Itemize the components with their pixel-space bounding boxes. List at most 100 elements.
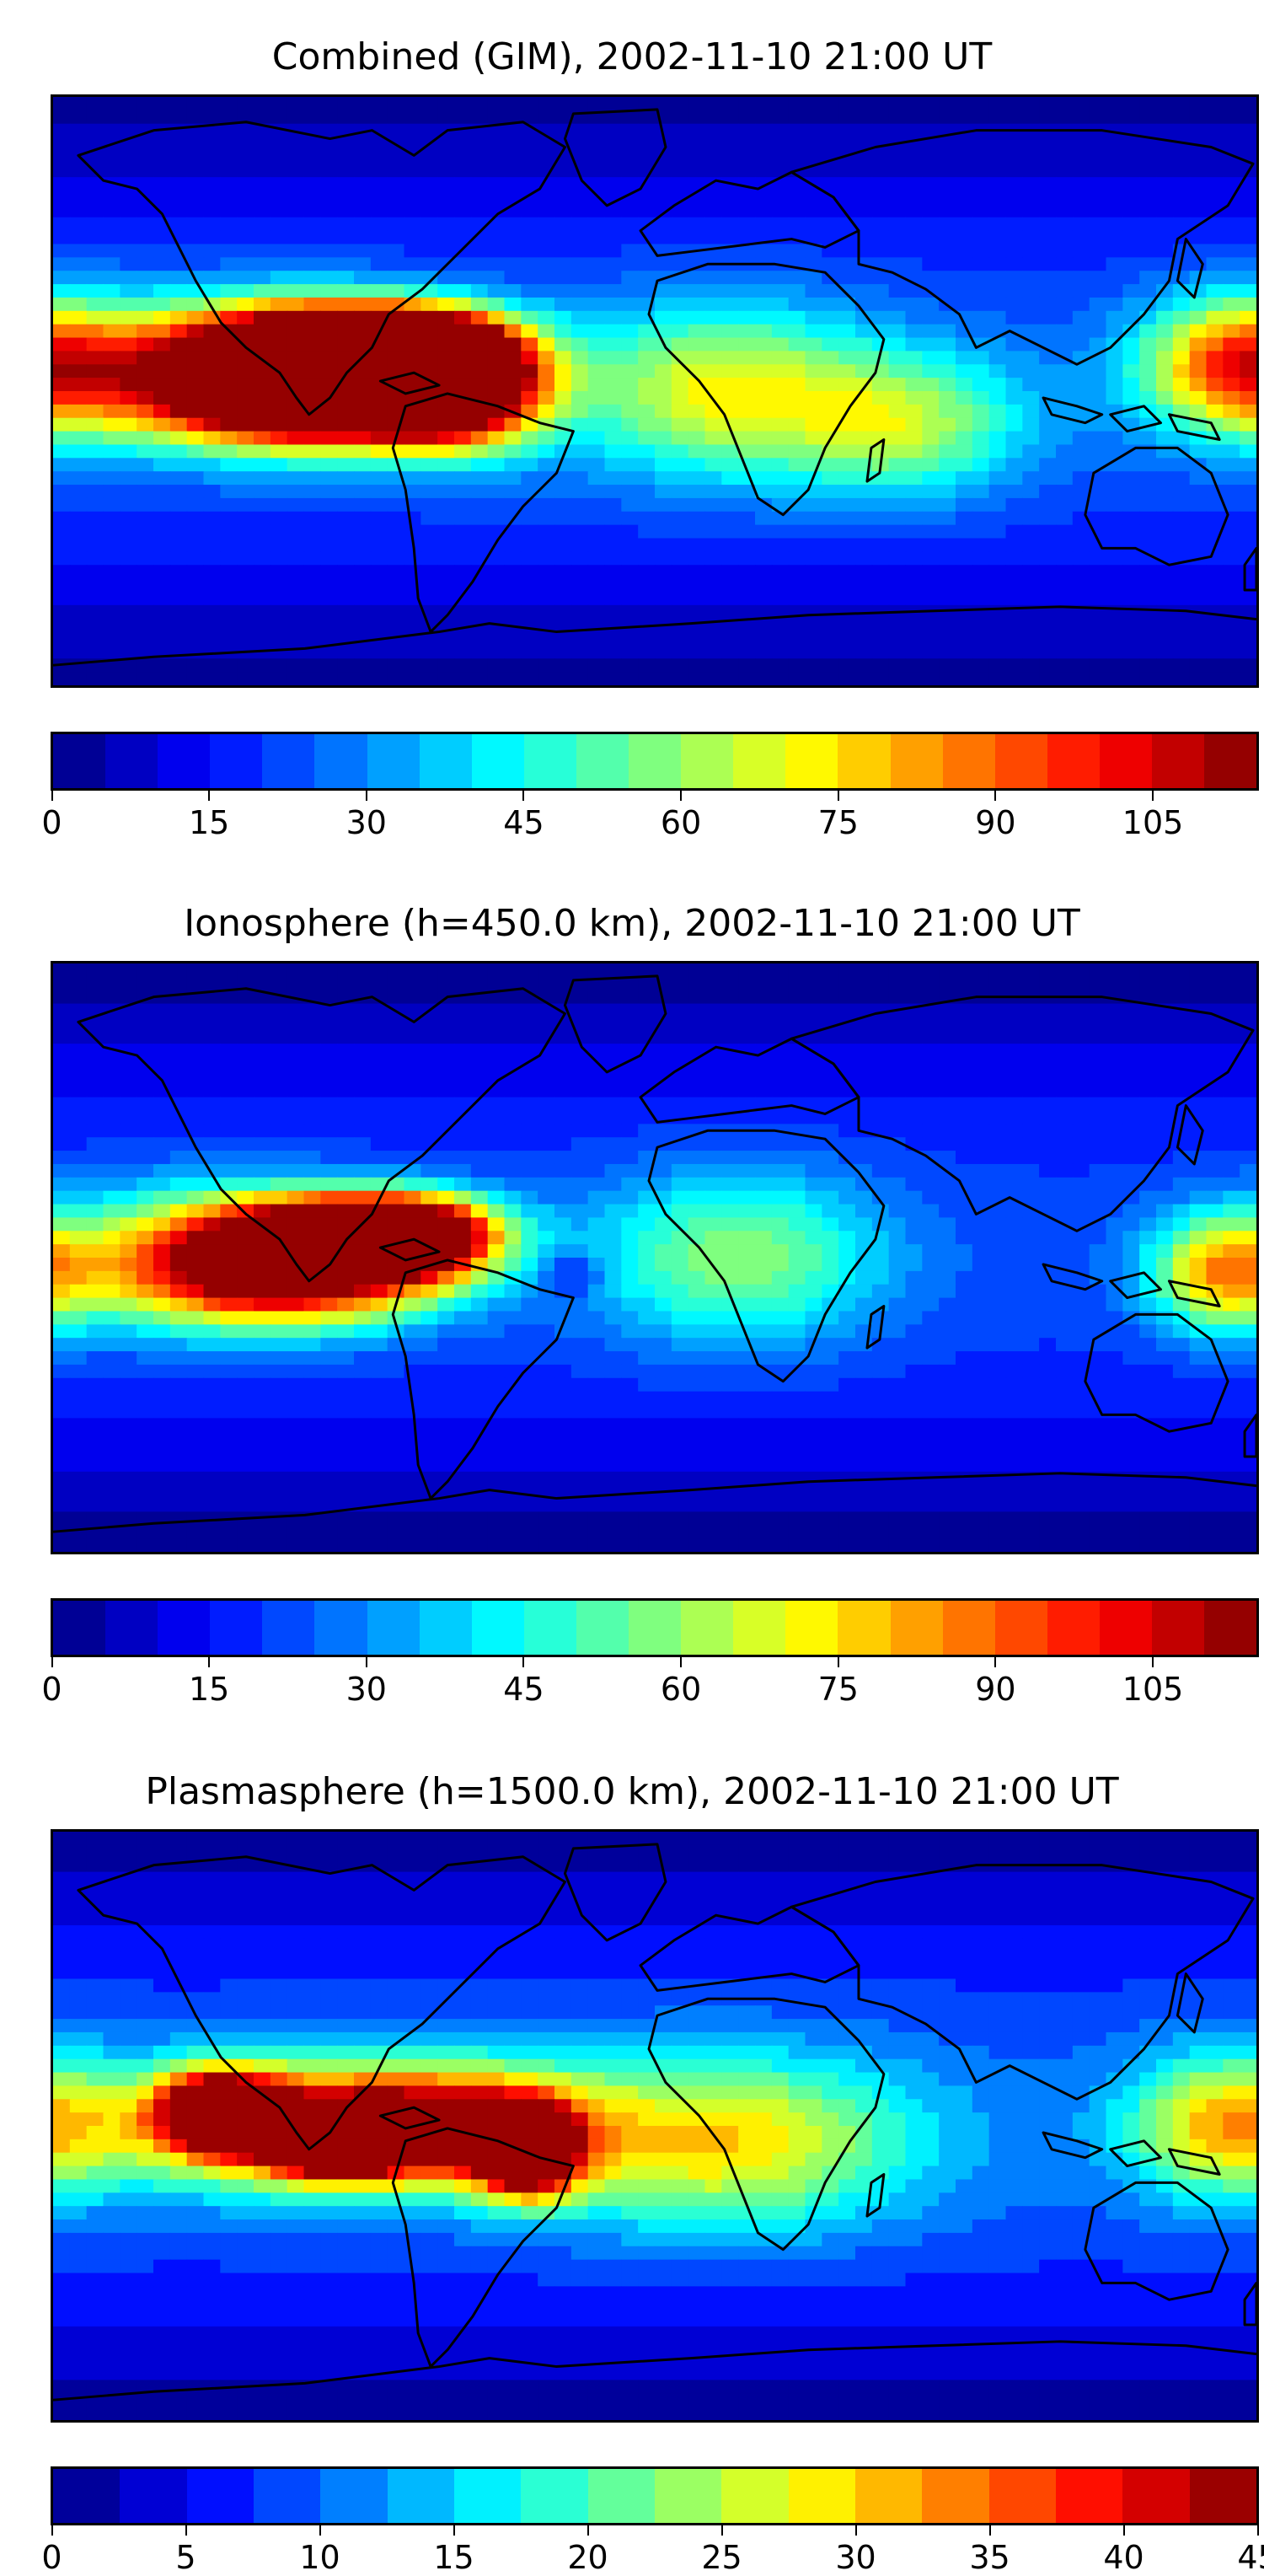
colorbar-swatch <box>1204 734 1256 788</box>
colorbar-tick <box>208 791 211 801</box>
colorbar-swatch <box>314 734 367 788</box>
colorbar-tick-label: 25 <box>701 2539 742 2576</box>
colorbar-tick <box>365 791 367 801</box>
colorbar-swatch <box>453 2469 522 2523</box>
colorbar-swatch <box>629 734 682 788</box>
colorbar-tick <box>1152 1657 1154 1667</box>
colorbar-tick <box>988 2525 991 2536</box>
colorbar-tick <box>453 2525 455 2536</box>
colorbar-swatch <box>158 734 211 788</box>
colorbar-swatch <box>521 2469 588 2523</box>
colorbar-swatch <box>1151 1601 1205 1655</box>
colorbar-tick <box>994 791 997 801</box>
colorbar-swatch <box>890 734 943 788</box>
colorbar-swatch <box>314 1601 367 1655</box>
colorbar-swatch <box>1151 734 1205 788</box>
colorbar-tick-label: 45 <box>503 1671 544 1708</box>
colorbar-plasmasphere <box>51 2466 1259 2525</box>
colorbar-swatch <box>629 1601 682 1655</box>
colorbar-ticks-plasmasphere: 0 5 10 15 20 25 30 35 40 45 <box>41 2525 1264 2576</box>
colorbar-swatch <box>419 734 472 788</box>
colorbar-tick-label: 105 <box>1122 804 1184 841</box>
colorbar-swatch <box>210 1601 263 1655</box>
colorbar-swatch <box>471 1601 524 1655</box>
colorbar-tick-label: 90 <box>975 1671 1016 1708</box>
colorbar-tick-label: 5 <box>175 2539 196 2576</box>
colorbar-tick <box>720 2525 723 2536</box>
colorbar-tick-label: 30 <box>345 1671 387 1708</box>
map-combined <box>51 94 1259 688</box>
colorbar-swatch <box>1055 2469 1123 2523</box>
colorbar-combined <box>51 732 1259 791</box>
colorbar-tick-label: 15 <box>433 2539 474 2576</box>
colorbar-swatch <box>186 2469 254 2523</box>
colorbar-tick <box>994 1657 997 1667</box>
colorbar-tick-label: 90 <box>975 804 1016 841</box>
colorbar-tick-label: 75 <box>817 804 859 841</box>
colorbar-tick-label: 45 <box>1237 2539 1264 2576</box>
colorbar-swatch <box>1122 2469 1190 2523</box>
colorbar-swatch <box>721 2469 789 2523</box>
colorbar-tick <box>586 2525 589 2536</box>
colorbar-swatch <box>53 2469 121 2523</box>
colorbar-swatch <box>890 1601 943 1655</box>
colorbar-tick <box>319 2525 321 2536</box>
colorbar-tick <box>680 791 683 801</box>
colorbar-swatch <box>367 1601 420 1655</box>
colorbar-tick <box>185 2525 187 2536</box>
colorbar-tick-label: 15 <box>188 1671 230 1708</box>
colorbar-swatch <box>158 1601 211 1655</box>
colorbar-swatch <box>471 734 524 788</box>
colorbar-tick-label: 0 <box>41 1671 62 1708</box>
colorbar-swatch <box>367 734 420 788</box>
colorbar-tick-label: 75 <box>817 1671 859 1708</box>
colorbar-tick <box>1152 791 1154 801</box>
colorbar-tick <box>837 1657 839 1667</box>
colorbar-swatch <box>576 734 629 788</box>
colorbar-swatch <box>523 734 576 788</box>
colorbar-swatch <box>1047 734 1100 788</box>
colorbar-swatch <box>785 734 838 788</box>
colorbar-tick-label: 40 <box>1103 2539 1144 2576</box>
colorbar-tick-label: 20 <box>567 2539 608 2576</box>
colorbar-swatch <box>1047 1601 1100 1655</box>
colorbar-tick <box>51 2525 53 2536</box>
colorbar-swatch <box>994 1601 1047 1655</box>
colorbar-tick-label: 60 <box>660 1671 702 1708</box>
tec-field-combined <box>53 97 1256 685</box>
colorbar-tick-label: 10 <box>299 2539 340 2576</box>
colorbar-swatch <box>942 1601 995 1655</box>
map-plasmasphere <box>51 1829 1259 2423</box>
coastline-combined <box>53 108 1256 667</box>
colorbar-swatch <box>210 734 263 788</box>
colorbar-swatch <box>994 734 1047 788</box>
colorbar-swatch <box>681 734 734 788</box>
colorbar-swatch <box>105 734 158 788</box>
colorbar-swatch <box>1189 2469 1256 2523</box>
colorbar-tick-label: 15 <box>188 804 230 841</box>
coastline-ionosphere <box>53 974 1256 1533</box>
colorbar-swatch <box>838 734 891 788</box>
colorbar-swatch <box>733 1601 786 1655</box>
colorbar-swatch <box>1099 1601 1152 1655</box>
colorbar-swatch <box>262 734 315 788</box>
panel-title-combined: Combined (GIM), 2002-11-10 21:00 UT <box>271 35 993 78</box>
colorbar-swatch <box>419 1601 472 1655</box>
tec-field-ionosphere <box>53 963 1256 1552</box>
colorbar-swatch <box>681 1601 734 1655</box>
colorbar-tick-label: 60 <box>660 804 702 841</box>
colorbar-ticks-combined: 0 15 30 45 60 75 90 105 <box>41 791 1259 841</box>
colorbar-swatch <box>262 1601 315 1655</box>
colorbar-swatch <box>654 2469 722 2523</box>
colorbar-swatch <box>253 2469 321 2523</box>
colorbar-tick <box>51 1657 53 1667</box>
colorbar-swatch <box>922 2469 989 2523</box>
colorbar-tick-label: 0 <box>41 2539 62 2576</box>
colorbar-swatch <box>120 2469 187 2523</box>
colorbar-tick-label: 30 <box>835 2539 876 2576</box>
colorbar-swatch <box>942 734 995 788</box>
colorbar-swatch <box>788 2469 855 2523</box>
colorbar-swatch <box>320 2469 388 2523</box>
colorbar-swatch <box>53 734 106 788</box>
map-ionosphere <box>51 961 1259 1554</box>
